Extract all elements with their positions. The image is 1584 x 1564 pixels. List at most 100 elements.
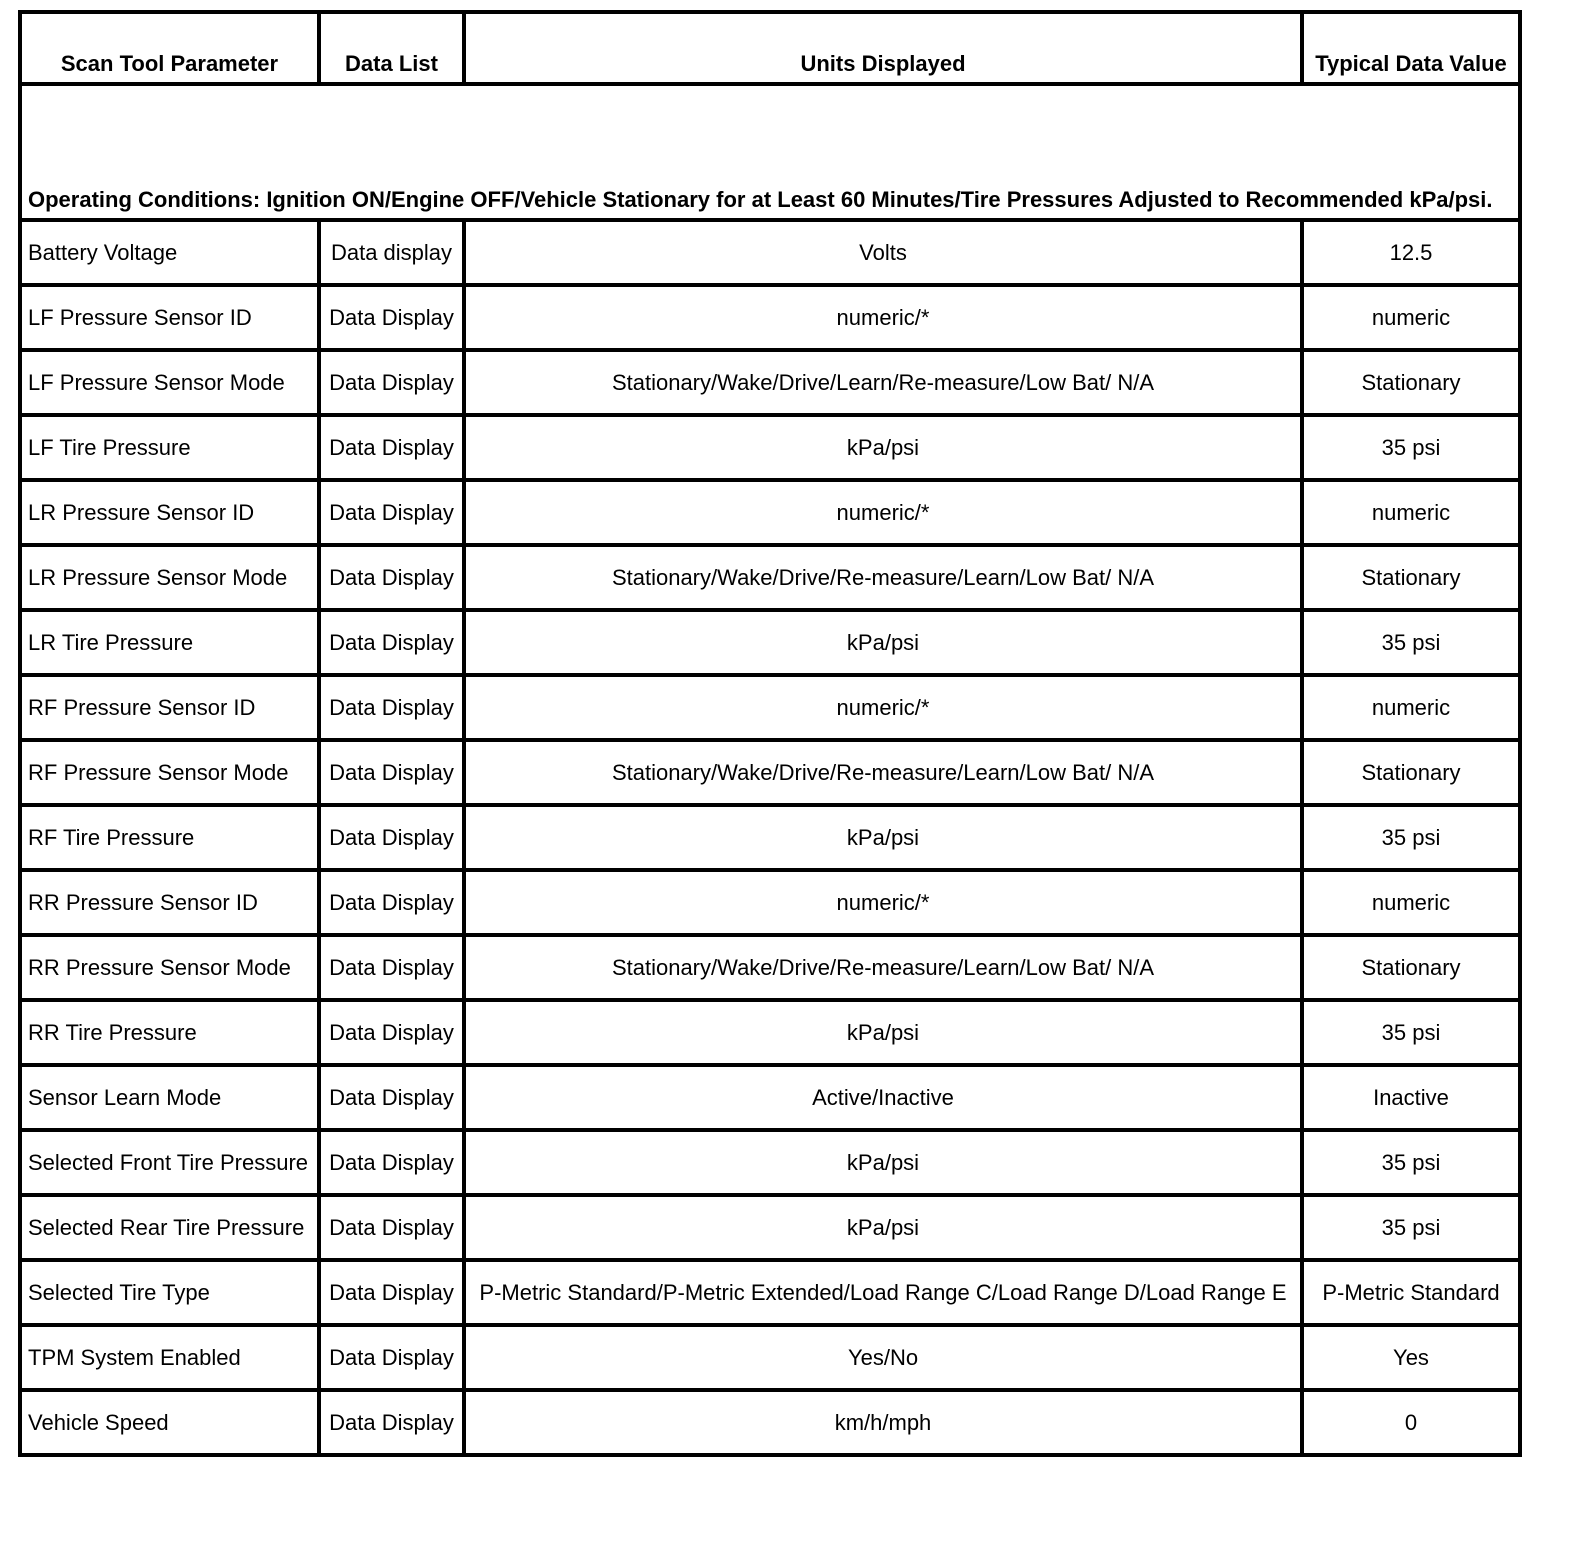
typical-value-cell: numeric (1300, 868, 1522, 937)
typical-value-cell: P-Metric Standard (1300, 1258, 1522, 1327)
typical-value-cell: 35 psi (1300, 803, 1522, 872)
units-cell: P-Metric Standard/P-Metric Extended/Load… (462, 1258, 1304, 1327)
data-list-cell: Data Display (317, 998, 466, 1067)
data-list-cell: Data Display (317, 348, 466, 417)
data-list-cell: Data Display (317, 1323, 466, 1392)
table-row: RR Pressure Sensor Mode Data Display Stati… (18, 933, 1522, 1002)
parameter-cell: LF Pressure Sensor Mode (18, 348, 321, 417)
scan-tool-data-table: Scan Tool Parameter Data List Units Disp… (18, 10, 1522, 1457)
typical-value-cell: Yes (1300, 1323, 1522, 1392)
data-list-cell: Data Display (317, 283, 466, 352)
table-row: LR Pressure Sensor Mode Data Display Stati… (18, 543, 1522, 612)
typical-value-cell: 35 psi (1300, 1193, 1522, 1262)
units-cell: numeric/* (462, 478, 1304, 547)
parameter-cell: RR Tire Pressure (18, 998, 321, 1067)
data-list-cell: Data Display (317, 1388, 466, 1457)
parameter-cell: Battery Voltage (18, 218, 321, 287)
typical-value-cell: 35 psi (1300, 413, 1522, 482)
parameter-cell: Vehicle Speed (18, 1388, 321, 1457)
units-cell: kPa/psi (462, 803, 1304, 872)
units-cell: Stationary/Wake/Drive/Learn/Re-measure/L… (462, 348, 1304, 417)
units-cell: Yes/No (462, 1323, 1304, 1392)
typical-value-cell: numeric (1300, 283, 1522, 352)
header-scan-tool-parameter: Scan Tool Parameter (18, 10, 321, 86)
typical-value-cell: Stationary (1300, 543, 1522, 612)
units-cell: numeric/* (462, 868, 1304, 937)
header-data-list: Data List (317, 10, 466, 86)
typical-value-cell: 35 psi (1300, 998, 1522, 1067)
units-cell: kPa/psi (462, 413, 1304, 482)
table-row: RR Pressure Sensor ID Data Display numeric… (18, 868, 1522, 937)
typical-value-cell: Stationary (1300, 933, 1522, 1002)
table-row: LF Pressure Sensor Mode Data Display Stati… (18, 348, 1522, 417)
table-row: RF Pressure Sensor ID Data Display numeric… (18, 673, 1522, 742)
table-row: RF Tire Pressure Data Display kPa/psi 35 ps… (18, 803, 1522, 872)
data-list-cell: Data Display (317, 933, 466, 1002)
operating-conditions-row: Operating Conditions: Ignition ON/Engine… (18, 82, 1522, 222)
typical-value-cell: 35 psi (1300, 1128, 1522, 1197)
header-row: Scan Tool Parameter Data List Units Disp… (18, 10, 1522, 86)
units-cell: kPa/psi (462, 1193, 1304, 1262)
parameter-cell: RR Pressure Sensor ID (18, 868, 321, 937)
table-row: LF Pressure Sensor ID Data Display numeric… (18, 283, 1522, 352)
units-cell: kPa/psi (462, 608, 1304, 677)
parameter-cell: LR Pressure Sensor Mode (18, 543, 321, 612)
table-row: TPM System Enabled Data Display Yes/No Yes (18, 1323, 1522, 1392)
parameter-cell: TPM System Enabled (18, 1323, 321, 1392)
table-row: RR Tire Pressure Data Display kPa/psi 35 ps… (18, 998, 1522, 1067)
data-list-cell: Data Display (317, 608, 466, 677)
units-cell: kPa/psi (462, 1128, 1304, 1197)
parameter-cell: LR Tire Pressure (18, 608, 321, 677)
units-cell: Stationary/Wake/Drive/Re-measure/Learn/L… (462, 933, 1304, 1002)
data-list-cell: Data Display (317, 543, 466, 612)
parameter-cell: RF Pressure Sensor ID (18, 673, 321, 742)
data-list-cell: Data Display (317, 868, 466, 937)
data-list-cell: Data Display (317, 1258, 466, 1327)
data-list-cell: Data Display (317, 738, 466, 807)
typical-value-cell: Inactive (1300, 1063, 1522, 1132)
typical-value-cell: numeric (1300, 478, 1522, 547)
header-units-displayed: Units Displayed (462, 10, 1304, 86)
units-cell: Volts (462, 218, 1304, 287)
table-row: Selected Tire Type Data Display P-Metric S… (18, 1258, 1522, 1327)
parameter-cell: RF Tire Pressure (18, 803, 321, 872)
data-list-cell: Data Display (317, 1193, 466, 1262)
data-list-cell: Data Display (317, 1128, 466, 1197)
typical-value-cell: Stationary (1300, 738, 1522, 807)
operating-conditions: Operating Conditions: Ignition ON/Engine… (18, 82, 1522, 222)
parameter-cell: Sensor Learn Mode (18, 1063, 321, 1132)
parameter-cell: Selected Rear Tire Pressure (18, 1193, 321, 1262)
typical-value-cell: numeric (1300, 673, 1522, 742)
typical-value-cell: 35 psi (1300, 608, 1522, 677)
units-cell: numeric/* (462, 673, 1304, 742)
data-list-cell: Data Display (317, 803, 466, 872)
parameter-cell: Selected Front Tire Pressure (18, 1128, 321, 1197)
table-row: Vehicle Speed Data Display km/h/mph 0 (18, 1388, 1522, 1457)
data-list-cell: Data Display (317, 413, 466, 482)
table-row: LR Tire Pressure Data Display kPa/psi 35 ps… (18, 608, 1522, 677)
header-typical-data-value: Typical Data Value (1300, 10, 1522, 86)
data-list-cell: Data Display (317, 478, 466, 547)
data-list-cell: Data display (317, 218, 466, 287)
units-cell: Active/Inactive (462, 1063, 1304, 1132)
data-list-cell: Data Display (317, 1063, 466, 1132)
table-row: Selected Rear Tire Pressure Data Display k… (18, 1193, 1522, 1262)
units-cell: Stationary/Wake/Drive/Re-measure/Learn/L… (462, 543, 1304, 612)
units-cell: numeric/* (462, 283, 1304, 352)
parameter-cell: RR Pressure Sensor Mode (18, 933, 321, 1002)
parameter-cell: RF Pressure Sensor Mode (18, 738, 321, 807)
units-cell: kPa/psi (462, 998, 1304, 1067)
parameter-cell: Selected Tire Type (18, 1258, 321, 1327)
typical-value-cell: Stationary (1300, 348, 1522, 417)
table-row: RF Pressure Sensor Mode Data Display Stati… (18, 738, 1522, 807)
typical-value-cell: 12.5 (1300, 218, 1522, 287)
parameter-cell: LF Pressure Sensor ID (18, 283, 321, 352)
units-cell: Stationary/Wake/Drive/Re-measure/Learn/L… (462, 738, 1304, 807)
units-cell: km/h/mph (462, 1388, 1304, 1457)
table-row: Battery Voltage Data display Volts 12.5 (18, 218, 1522, 287)
parameter-cell: LF Tire Pressure (18, 413, 321, 482)
typical-value-cell: 0 (1300, 1388, 1522, 1457)
table-row: LF Tire Pressure Data Display kPa/psi 35 ps… (18, 413, 1522, 482)
table-row: LR Pressure Sensor ID Data Display numeric… (18, 478, 1522, 547)
data-list-cell: Data Display (317, 673, 466, 742)
